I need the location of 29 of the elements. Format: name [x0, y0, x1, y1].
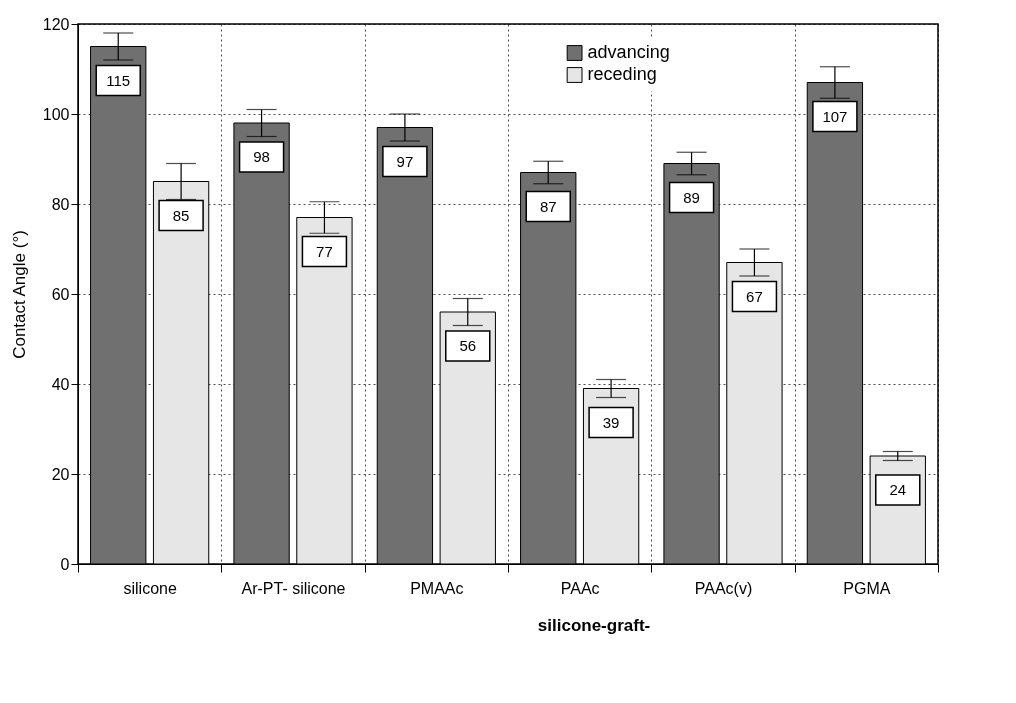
y-axis-title: Contact Angle (°): [9, 230, 29, 359]
y-tick-label: 0: [60, 555, 70, 573]
y-tick-label: 100: [42, 105, 70, 123]
legend-label: advancing: [587, 42, 670, 62]
data-label: 85: [172, 206, 190, 224]
data-label: 67: [746, 287, 763, 305]
data-label: 115: [106, 71, 131, 89]
x-tick-label: Ar-PT- silicone: [241, 579, 346, 597]
x-tick-label: PGMA: [843, 579, 891, 597]
legend-label: receding: [587, 64, 657, 84]
data-label: 87: [539, 197, 557, 215]
y-tick-label: 80: [51, 195, 70, 213]
x-tick-label: PAAc(v): [694, 579, 753, 597]
data-label: 89: [683, 188, 700, 206]
x-tick-label: silicone: [123, 579, 177, 597]
data-label: 97: [396, 152, 414, 170]
text: silicone-graft-: [537, 616, 651, 635]
data-label: 77: [316, 242, 333, 260]
data-label: 24: [889, 481, 907, 498]
y-tick-label: 60: [51, 285, 70, 303]
y-tick-label: 120: [42, 15, 70, 33]
x-tick-label: PMAAc: [410, 579, 464, 597]
data-label: 39: [602, 413, 620, 431]
x-tick-label: PAAc: [560, 579, 600, 597]
data-label: 98: [253, 148, 270, 165]
data-label: 107: [822, 107, 848, 125]
y-tick-label: 20: [51, 465, 70, 483]
data-label: 56: [459, 337, 477, 354]
y-tick-label: 40: [51, 375, 70, 393]
